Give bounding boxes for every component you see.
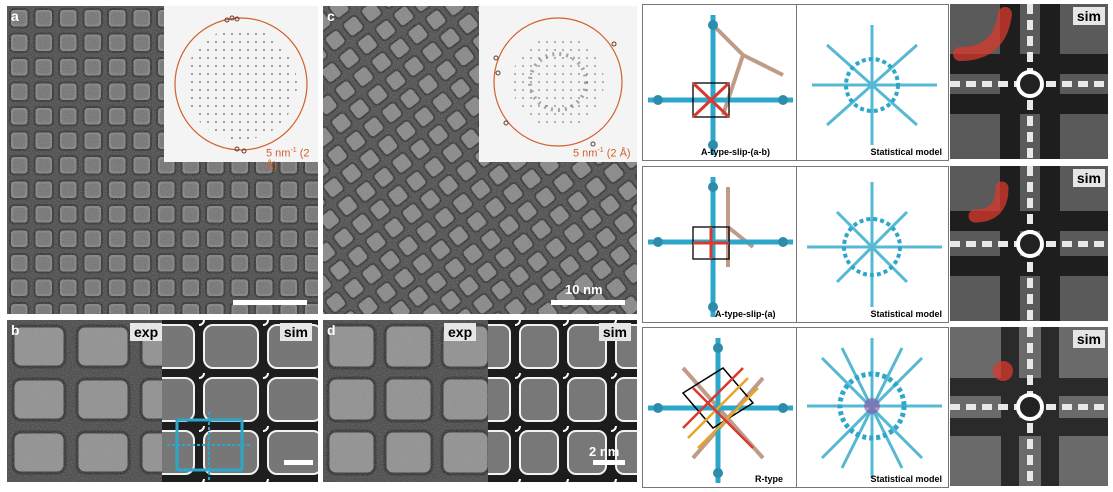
- panel-label-b: b: [11, 322, 20, 338]
- tem-image-b: [7, 320, 318, 482]
- scale-label-c: 10 nm: [565, 282, 603, 297]
- molecule-overlay-b: [167, 412, 252, 480]
- fft-inset-c: 5 nm-1 (2 Å): [479, 6, 637, 162]
- statistical-model-2: Statistical model: [796, 166, 949, 323]
- statistical-structure-3: [807, 338, 942, 478]
- model-row-3-structure: R-type: [642, 327, 797, 488]
- sim-tag-row-2: sim: [1072, 169, 1105, 187]
- statistical-structure-2: [807, 182, 942, 307]
- panel-label-a: a: [11, 8, 19, 24]
- statistical-label-3: Statistical model: [870, 474, 942, 484]
- sim-tag-row-1: sim: [1072, 7, 1105, 25]
- statistical-label-2: Statistical model: [870, 309, 942, 319]
- sim-image-2: sim: [950, 166, 1108, 321]
- statistical-label-1: Statistical model: [870, 147, 942, 157]
- sim-pattern-1: [950, 4, 1108, 159]
- fft-pattern-a: [164, 6, 318, 162]
- panel-d: d exp sim 2 nm: [323, 320, 637, 482]
- sim-tag-b: sim: [279, 323, 312, 341]
- framework-model-2: [648, 177, 793, 317]
- statistical-structure-1: [812, 25, 937, 145]
- model-name-3: R-type: [755, 474, 784, 484]
- sim-image-1: sim: [950, 4, 1108, 159]
- fft-scale-label-c: 5 nm-1 (2 Å): [573, 147, 631, 160]
- tem-image-d: [323, 320, 637, 482]
- scale-bar-c: [551, 300, 625, 305]
- exp-tag-d: exp: [444, 323, 477, 341]
- scale-bar-b: [284, 460, 313, 465]
- statistical-model-3: Statistical model: [796, 327, 949, 488]
- panel-a: a 5 nm-1 (2 Å): [7, 6, 318, 314]
- panel-e: e A-type-slip-(a-b) Statistical model: [642, 4, 1108, 488]
- framework-model-3: [648, 338, 793, 483]
- framework-model-1: [648, 15, 793, 155]
- panel-b: b exp sim: [7, 320, 318, 482]
- panel-label-d: d: [327, 322, 336, 338]
- model-name-1: A-type-slip-(a-b): [701, 147, 770, 157]
- sim-tag-d: sim: [598, 323, 631, 341]
- sim-image-3: sim: [950, 327, 1108, 486]
- model-row-2-structure: A-type-slip-(a): [642, 166, 797, 323]
- exp-tag-b: exp: [130, 323, 163, 341]
- statistical-model-1: Statistical model: [796, 4, 949, 161]
- fft-inset-a: 5 nm-1 (2 Å): [164, 6, 318, 172]
- sim-pattern-2: [950, 166, 1108, 321]
- sim-pattern-3: [950, 327, 1108, 486]
- fft-scale-label-a: 5 nm-1 (2 Å): [266, 147, 310, 172]
- model-row-1-structure: A-type-slip-(a-b): [642, 4, 797, 161]
- panel-c: c 5 nm-1 (2 Å) 10 nm: [323, 6, 637, 314]
- scale-label-d: 2 nm: [589, 444, 620, 459]
- panel-label-c: c: [327, 8, 335, 24]
- fft-pattern-c: [479, 6, 637, 162]
- scale-bar-d: [593, 460, 625, 465]
- scale-bar-a: [233, 300, 307, 305]
- model-name-2: A-type-slip-(a): [715, 309, 776, 319]
- sim-tag-row-3: sim: [1072, 330, 1105, 348]
